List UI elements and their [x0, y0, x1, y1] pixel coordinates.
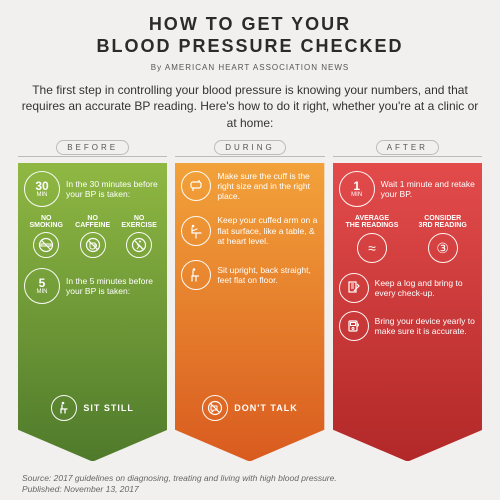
- after-row-1min-text: Wait 1 minute and retake your BP.: [381, 179, 476, 199]
- no-exercise-unit: NOEXERCISE: [117, 215, 161, 259]
- before-row-5min: 5MIN In the 5 minutes before your BP is …: [24, 268, 161, 304]
- before-tip-label: SIT STILL: [83, 403, 134, 413]
- no-exercise-label: NOEXERCISE: [121, 215, 156, 230]
- no-smoking-label: NOSMOKING: [29, 215, 62, 230]
- during-row-arm: Keep your cuffed arm on a flat surface, …: [181, 215, 318, 246]
- posture-icon: [181, 260, 211, 290]
- log-icon: [339, 273, 369, 303]
- dont-talk-icon: [202, 395, 228, 421]
- no-exercise-icon: [126, 232, 152, 258]
- column-before: BEFORE 30MIN In the 30 minutes before yo…: [18, 143, 167, 463]
- panel-before: 30MIN In the 30 minutes before your BP i…: [18, 163, 167, 463]
- before-row-30min-text: In the 30 minutes before your BP is take…: [66, 179, 161, 199]
- during-tip: DON'T TALK: [175, 395, 324, 421]
- third-reading-label: CONSIDER3RD READING: [419, 215, 467, 230]
- cuff-icon: [181, 171, 211, 201]
- during-row-cuff: Make sure the cuff is the right size and…: [181, 171, 318, 202]
- column-after: AFTER 1MIN Wait 1 minute and retake your…: [333, 143, 482, 463]
- average-unit: AVERAGETHE READINGS ≈: [339, 215, 406, 263]
- average-label: AVERAGETHE READINGS: [346, 215, 399, 230]
- after-row-log: Keep a log and bring to every check-up.: [339, 273, 476, 303]
- after-row-1min: 1MIN Wait 1 minute and retake your BP.: [339, 171, 476, 207]
- no-caffeine-unit: NOCAFFEINE: [70, 215, 114, 259]
- column-header-before: BEFORE: [18, 143, 167, 157]
- before-row-5min-text: In the 5 minutes before your BP is taken…: [66, 276, 161, 296]
- intro-text: The first step in controlling your blood…: [20, 82, 480, 131]
- during-row-posture: Sit upright, back straight, feet flat on…: [181, 260, 318, 290]
- column-during: DURING Make sure the cuff is the right s…: [175, 143, 324, 463]
- before-row-30min: 30MIN In the 30 minutes before your BP i…: [24, 171, 161, 207]
- no-caffeine-label: NOCAFFEINE: [75, 215, 110, 230]
- after-row-device: Bring your device yearly to make sure it…: [339, 311, 476, 341]
- during-row-cuff-text: Make sure the cuff is the right size and…: [217, 171, 318, 202]
- footer-published: Published: November 13, 2017: [22, 484, 478, 495]
- badge-1min-icon: 1MIN: [339, 171, 375, 207]
- average-icon: ≈: [357, 233, 387, 263]
- columns: BEFORE 30MIN In the 30 minutes before yo…: [16, 143, 484, 463]
- after-row-device-text: Bring your device yearly to make sure it…: [375, 316, 476, 336]
- footer-source: Source: 2017 guidelines on diagnosing, t…: [22, 473, 478, 484]
- third-reading-unit: CONSIDER3RD READING ③: [409, 215, 476, 263]
- arm-table-icon: [181, 216, 211, 246]
- panel-during: Make sure the cuff is the right size and…: [175, 163, 324, 463]
- no-caffeine-icon: [80, 232, 106, 258]
- byline: By AMERICAN HEART ASSOCIATION NEWS: [16, 63, 484, 72]
- third-reading-icon: ③: [428, 233, 458, 263]
- title-line-1: HOW TO GET YOUR: [16, 14, 484, 36]
- footer: Source: 2017 guidelines on diagnosing, t…: [22, 473, 478, 495]
- after-double: AVERAGETHE READINGS ≈ CONSIDER3RD READIN…: [339, 215, 476, 263]
- column-header-during: DURING: [175, 143, 324, 157]
- column-header-after: AFTER: [333, 143, 482, 157]
- after-row-log-text: Keep a log and bring to every check-up.: [375, 278, 476, 298]
- no-smoking-unit: NOSMOKING: [24, 215, 68, 259]
- during-tip-label: DON'T TALK: [234, 403, 297, 413]
- during-row-arm-text: Keep your cuffed arm on a flat surface, …: [217, 215, 318, 246]
- title-line-2: BLOOD PRESSURE CHECKED: [16, 36, 484, 58]
- page-title: HOW TO GET YOUR BLOOD PRESSURE CHECKED: [16, 14, 484, 57]
- before-tip: SIT STILL: [18, 395, 167, 421]
- badge-5min-icon: 5MIN: [24, 268, 60, 304]
- no-smoking-icon: [33, 232, 59, 258]
- badge-30min-icon: 30MIN: [24, 171, 60, 207]
- panel-after: 1MIN Wait 1 minute and retake your BP. A…: [333, 163, 482, 463]
- during-row-posture-text: Sit upright, back straight, feet flat on…: [217, 265, 318, 285]
- device-icon: [339, 311, 369, 341]
- before-prohibitions: NOSMOKING NOCAFFEINE NOEXERCISE: [24, 215, 161, 259]
- sit-still-icon: [51, 395, 77, 421]
